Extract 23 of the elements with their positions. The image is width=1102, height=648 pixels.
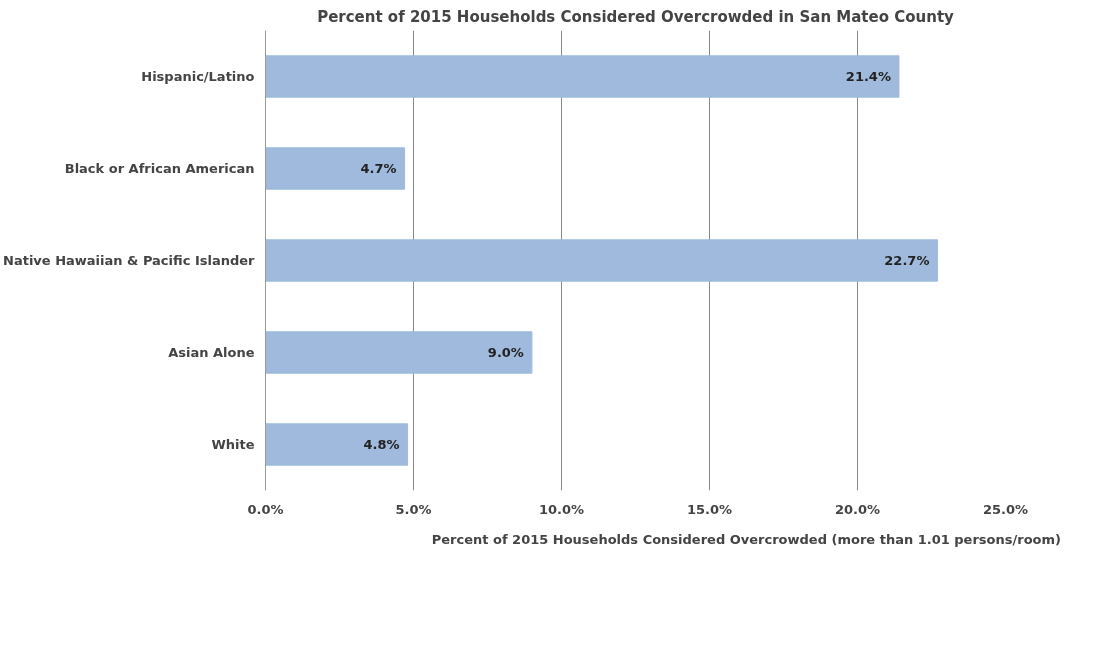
y-tick-label: Hispanic/Latino bbox=[141, 69, 255, 84]
data-label: 4.7% bbox=[360, 161, 397, 176]
bar bbox=[265, 55, 900, 98]
y-tick-label: White bbox=[211, 437, 255, 452]
x-tick-label: 5.0% bbox=[395, 501, 432, 517]
x-tick-label: 0.0% bbox=[247, 501, 284, 517]
chart-title: Percent of 2015 Households Considered Overcrowded in San Mateo County bbox=[317, 7, 955, 26]
y-tick-label: Asian Alone bbox=[168, 345, 255, 360]
bar bbox=[265, 331, 533, 374]
bar bbox=[265, 147, 406, 190]
text: Percent of 2015 Households Considered Overcrowded (more than 1.01 persons/room) bbox=[431, 531, 1061, 547]
data-label: 22.7% bbox=[884, 253, 930, 268]
y-tick-label: Native Hawaiian & Pacific Islander bbox=[3, 253, 256, 268]
x-tick-label: 20.0% bbox=[834, 501, 881, 517]
x-tick-label: 15.0% bbox=[686, 501, 733, 517]
data-label: 4.8% bbox=[363, 437, 400, 452]
y-tick-label: Black or African American bbox=[64, 161, 255, 176]
bar bbox=[265, 423, 409, 466]
bar bbox=[265, 239, 938, 282]
x-tick-label: 25.0% bbox=[982, 501, 1029, 517]
data-label: 9.0% bbox=[487, 345, 524, 360]
x-tick-label: 10.0% bbox=[538, 501, 585, 517]
data-label: 21.4% bbox=[845, 69, 891, 84]
